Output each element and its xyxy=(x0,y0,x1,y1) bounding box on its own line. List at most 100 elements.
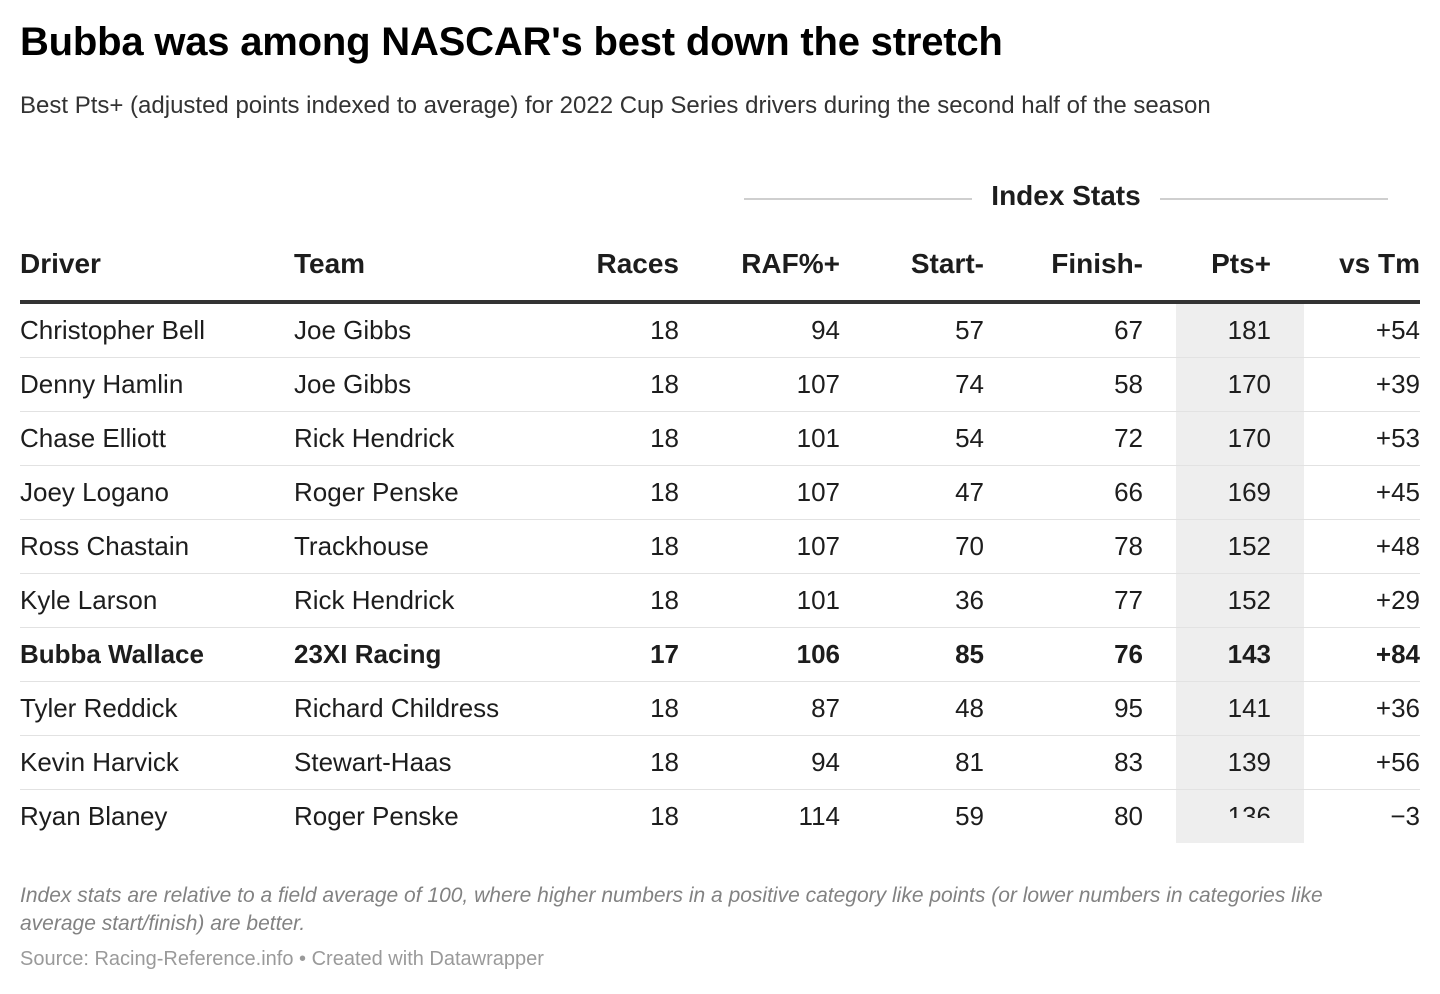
cell-races: 18 xyxy=(650,693,679,723)
spanner-rule-left xyxy=(744,198,972,200)
cell-driver: Kyle Larson xyxy=(20,585,158,615)
cell-finish: 66 xyxy=(1114,477,1143,507)
cell-team: Rick Hendrick xyxy=(294,585,455,615)
table-row: Kevin Harvick Stewart-Haas 18 94 81 83 139 +56 xyxy=(20,736,1420,790)
cell-driver: Denny Hamlin xyxy=(20,369,184,399)
table-header: Driver Team Races RAF%+ Start- Finish- P… xyxy=(20,240,1420,304)
cell-vstm: −3 xyxy=(1390,801,1420,831)
chart-title: Bubba was among NASCAR's best down the s… xyxy=(20,20,1003,64)
cell-start: 48 xyxy=(955,693,984,723)
stats-table: Driver Team Races RAF%+ Start- Finish- P… xyxy=(20,240,1420,843)
cell-races: 18 xyxy=(650,477,679,507)
cell-pts: 170 xyxy=(1176,358,1304,411)
header-start[interactable]: Start- xyxy=(910,248,984,279)
table-row: Bubba Wallace 23XI Racing 17 106 85 76 143 +84 xyxy=(20,628,1420,682)
cell-finish: 95 xyxy=(1114,693,1143,723)
cell-team: Stewart-Haas xyxy=(294,747,452,777)
cell-start: 54 xyxy=(955,423,984,453)
cell-races: 18 xyxy=(650,585,679,615)
cell-vstm: +54 xyxy=(1375,315,1420,345)
cell-driver: Christopher Bell xyxy=(20,315,205,345)
cell-team: Joe Gibbs xyxy=(294,315,412,345)
cell-pts: 143 xyxy=(1176,628,1304,681)
cell-team: Richard Childress xyxy=(294,693,500,723)
cell-team: 23XI Racing xyxy=(294,639,442,669)
cell-finish: 72 xyxy=(1114,423,1143,453)
index-stats-spanner: Index Stats xyxy=(744,178,1388,218)
cell-start: 85 xyxy=(955,639,984,669)
header-raf[interactable]: RAF%+ xyxy=(741,248,840,279)
cell-finish: 67 xyxy=(1114,315,1143,345)
table-row: Christopher Bell Joe Gibbs 18 94 57 67 181 +54 xyxy=(20,304,1420,358)
cell-driver: Bubba Wallace xyxy=(20,639,204,669)
cell-raf: 94 xyxy=(811,315,840,345)
table-row: Ross Chastain Trackhouse 18 107 70 78 152 +48 xyxy=(20,520,1420,574)
cell-start: 70 xyxy=(955,531,984,561)
cell-driver: Kevin Harvick xyxy=(20,747,179,777)
cell-raf: 107 xyxy=(796,477,840,507)
header-driver[interactable]: Driver xyxy=(20,248,101,279)
cell-races: 18 xyxy=(650,801,679,831)
cell-start: 36 xyxy=(955,585,984,615)
cell-vstm: +53 xyxy=(1375,423,1420,453)
cell-start: 74 xyxy=(955,369,984,399)
header-team[interactable]: Team xyxy=(294,248,366,279)
cell-vstm: +29 xyxy=(1375,585,1420,615)
cell-races: 18 xyxy=(650,315,679,345)
cell-team: Roger Penske xyxy=(294,801,459,831)
cell-start: 81 xyxy=(955,747,984,777)
cell-finish: 78 xyxy=(1114,531,1143,561)
cell-finish: 58 xyxy=(1114,369,1143,399)
table-row: Tyler Reddick Richard Childress 18 87 48 95 14… xyxy=(20,682,1420,736)
cell-driver: Chase Elliott xyxy=(20,423,166,453)
cell-raf: 107 xyxy=(796,531,840,561)
cell-finish: 77 xyxy=(1114,585,1143,615)
table-row: Kyle Larson Rick Hendrick 18 101 36 77 152 +29 xyxy=(20,574,1420,628)
header-races[interactable]: Races xyxy=(596,248,679,279)
cell-races: 18 xyxy=(650,369,679,399)
header-vs-tm[interactable]: vs Tm xyxy=(1339,248,1420,279)
cell-vstm: +84 xyxy=(1375,639,1420,669)
cell-start: 59 xyxy=(955,801,984,831)
spanner-rule-right xyxy=(1160,198,1388,200)
cell-start: 57 xyxy=(955,315,984,345)
cell-vstm: +45 xyxy=(1375,477,1420,507)
chart-subtitle: Best Pts+ (adjusted points indexed to av… xyxy=(20,92,1211,119)
cell-pts: 169 xyxy=(1176,466,1304,519)
header-finish[interactable]: Finish- xyxy=(1051,248,1143,279)
cell-start: 47 xyxy=(955,477,984,507)
table-row: Denny Hamlin Joe Gibbs 18 107 74 58 170 +39 xyxy=(20,358,1420,412)
cell-vstm: +36 xyxy=(1375,693,1420,723)
cell-raf: 87 xyxy=(811,693,840,723)
source-line: Source: Racing-Reference.info • Created … xyxy=(20,948,544,970)
cell-races: 18 xyxy=(650,423,679,453)
cell-driver: Ryan Blaney xyxy=(20,801,168,831)
cell-pts: 141 xyxy=(1176,682,1304,735)
cell-vstm: +39 xyxy=(1375,369,1420,399)
cell-finish: 80 xyxy=(1114,801,1143,831)
table-note: Index stats are relative to a field aver… xyxy=(20,884,1323,935)
cell-pts: 181 xyxy=(1176,304,1304,357)
cell-races: 18 xyxy=(650,747,679,777)
cell-team: Trackhouse xyxy=(294,531,429,561)
table-row: Joey Logano Roger Penske 18 107 47 66 169 +45 xyxy=(20,466,1420,520)
cell-finish: 76 xyxy=(1114,639,1143,669)
cell-vstm: +56 xyxy=(1375,747,1420,777)
cell-team: Rick Hendrick xyxy=(294,423,455,453)
cell-races: 17 xyxy=(650,639,679,669)
table-row: Chase Elliott Rick Hendrick 18 101 54 72 170 +5… xyxy=(20,412,1420,466)
cell-driver: Tyler Reddick xyxy=(20,693,178,723)
cell-raf: 101 xyxy=(796,423,840,453)
cell-team: Roger Penske xyxy=(294,477,459,507)
cell-pts: 170 xyxy=(1176,412,1304,465)
header-pts[interactable]: Pts+ xyxy=(1211,248,1271,279)
cell-races: 18 xyxy=(650,531,679,561)
cell-driver: Ross Chastain xyxy=(20,531,190,561)
cell-finish: 83 xyxy=(1114,747,1143,777)
table-body: Christopher Bell Joe Gibbs 18 94 57 67 181 +54 D… xyxy=(20,304,1420,843)
cell-raf: 106 xyxy=(796,639,840,669)
cell-raf: 101 xyxy=(796,585,840,615)
cell-pts: 152 xyxy=(1176,520,1304,573)
cell-raf: 107 xyxy=(796,369,840,399)
cell-vstm: +48 xyxy=(1375,531,1420,561)
